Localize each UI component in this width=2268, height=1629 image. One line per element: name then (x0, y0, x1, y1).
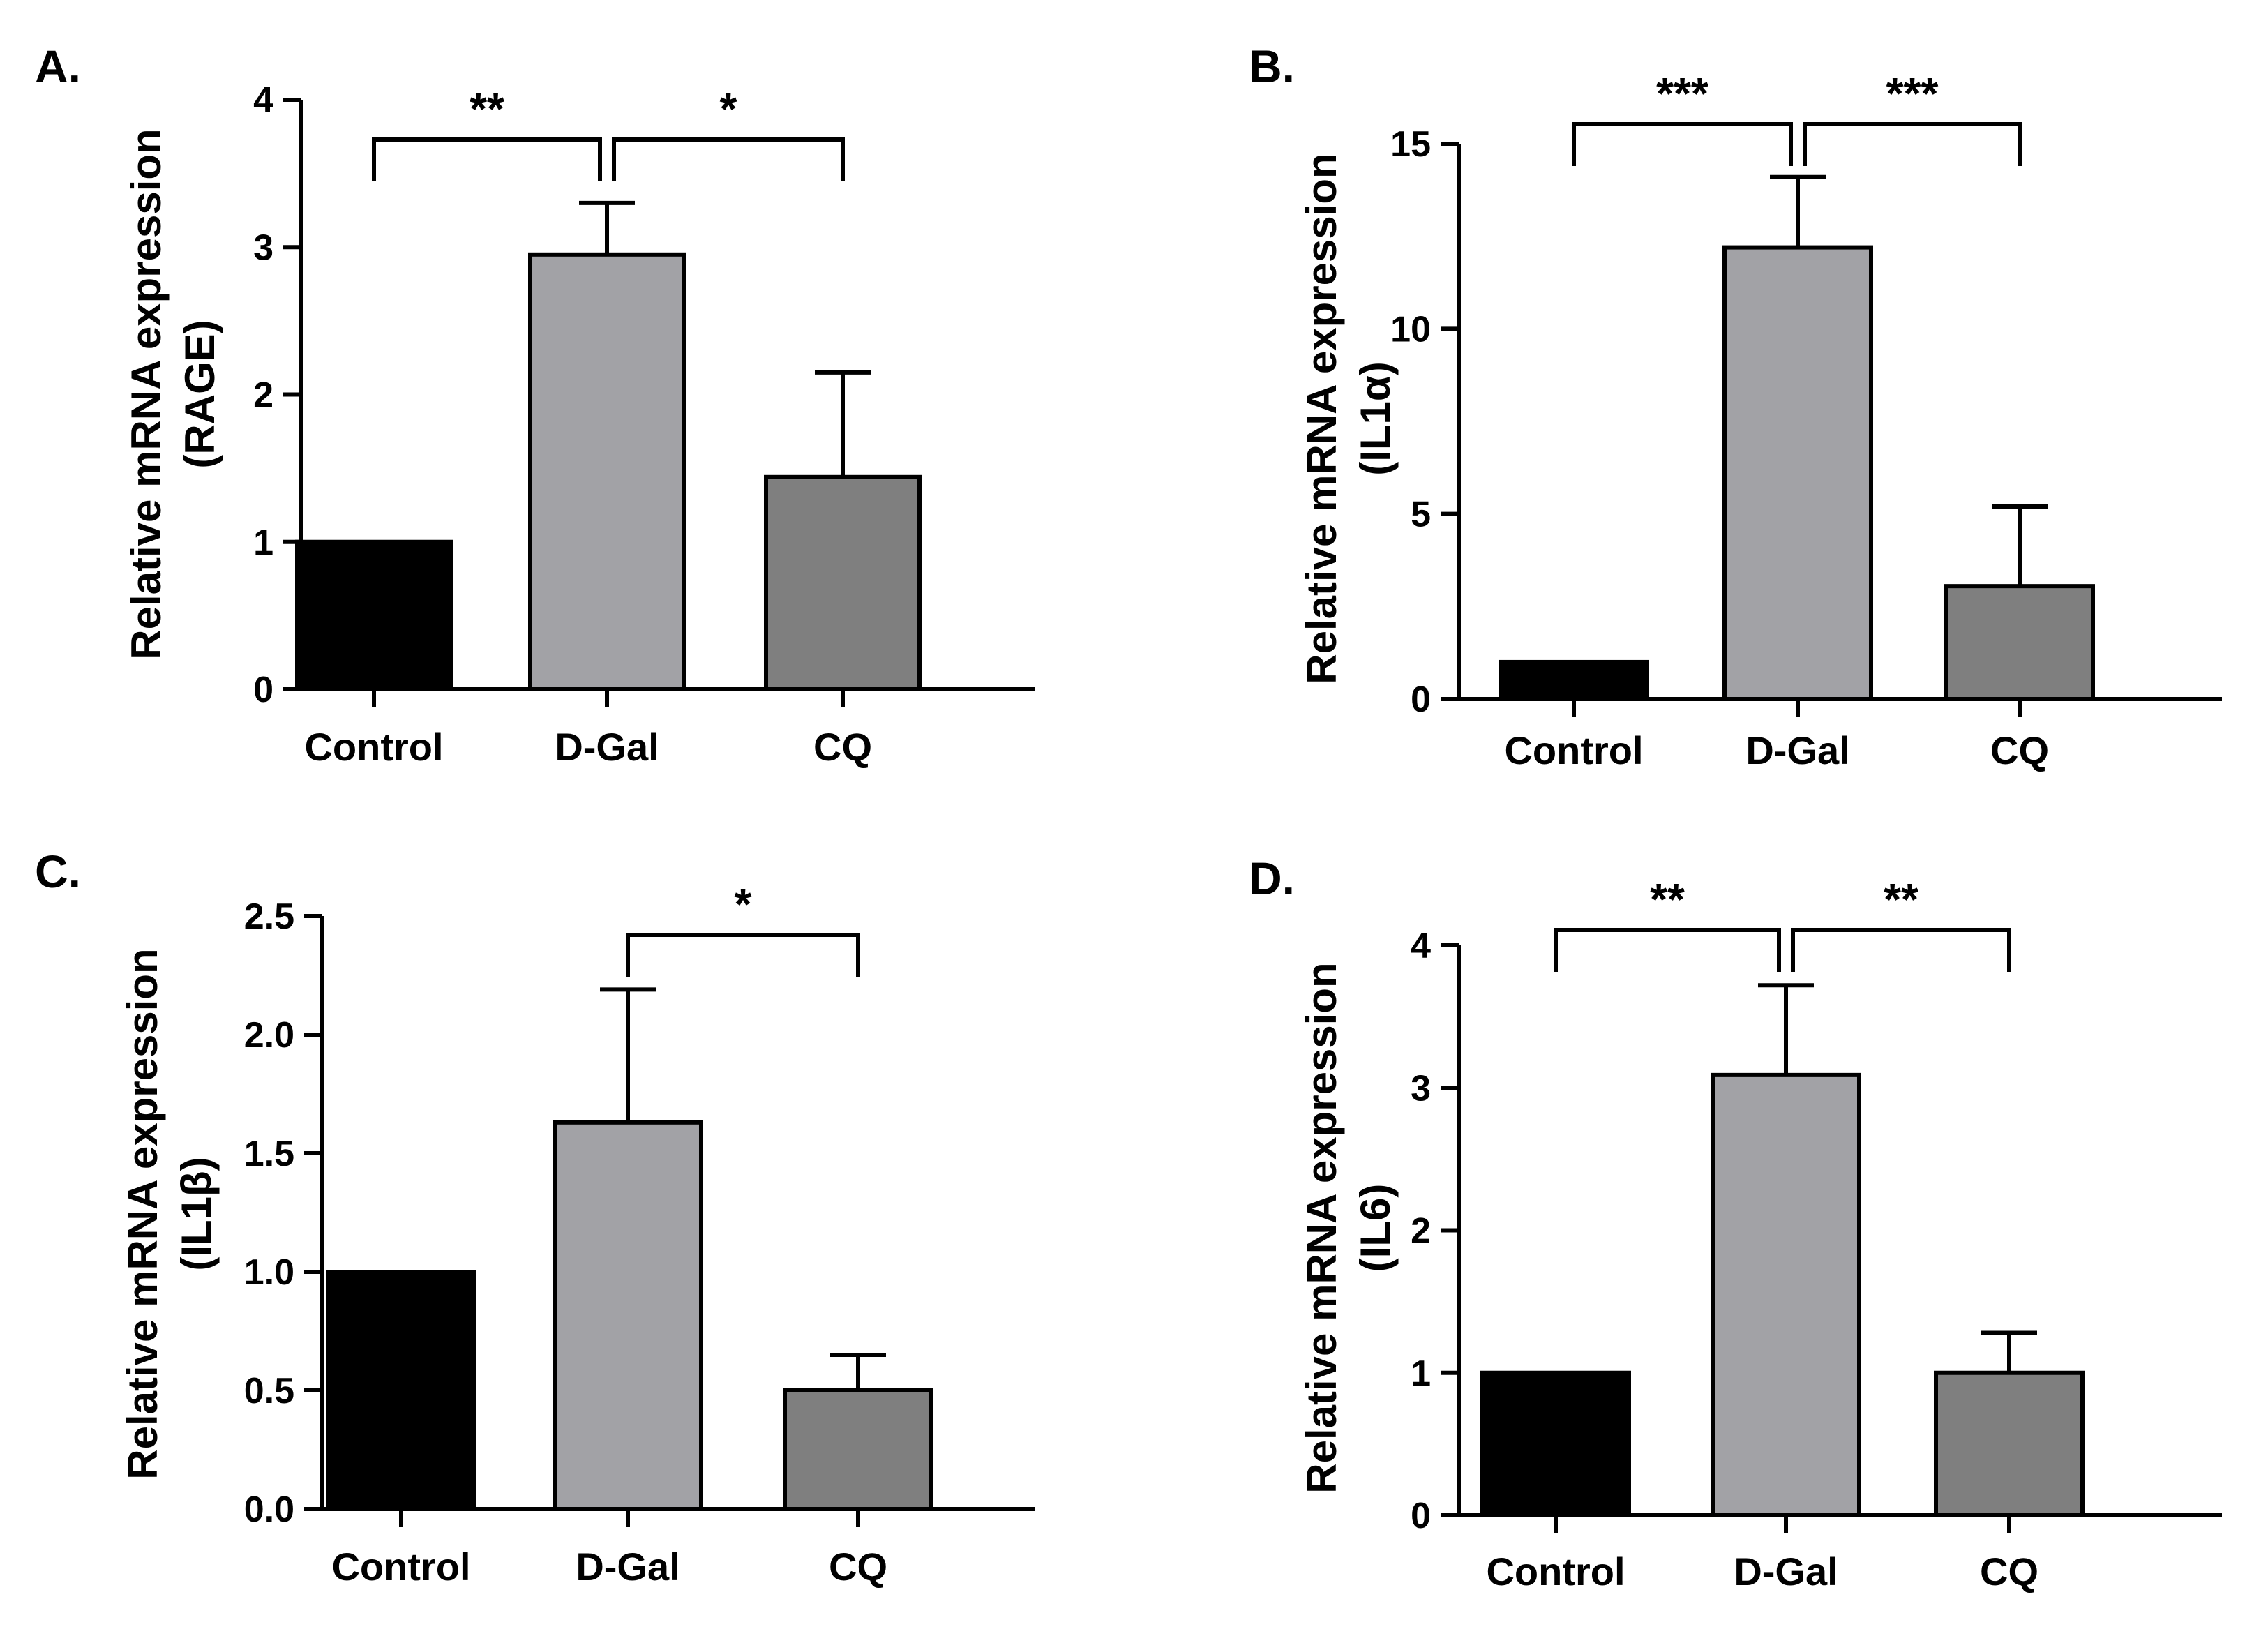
panel-label: B. (1249, 40, 1295, 92)
significance-bracket (372, 137, 602, 181)
x-category-label: D-Gal (1745, 728, 1849, 772)
panel-label: C. (35, 846, 81, 897)
y-tick-label: 15 (1390, 124, 1431, 165)
y-tick-label: 1.0 (244, 1252, 294, 1293)
panel-3: C. Relative mRNA expression (IL1β) 0.0 0.5 1.… (35, 846, 1035, 1589)
x-category-label: D-Gal (555, 725, 659, 769)
y-tick-label: 2.5 (244, 896, 294, 937)
x-category-label: CQ (1980, 1549, 2038, 1593)
bar-cq (783, 1388, 933, 1511)
significance-bracket (626, 933, 860, 977)
y-axis-title: Relative mRNA expression (1298, 962, 1345, 1493)
bar-cq (764, 474, 922, 691)
x-category-label: Control (1504, 728, 1643, 772)
y-tick-label: 3 (253, 227, 273, 268)
bar-d-gal (1711, 1072, 1861, 1518)
significance-bracket (1791, 928, 2011, 972)
bar-d-gal (1722, 245, 1873, 701)
significance-label: ** (1884, 874, 1918, 924)
y-axis-gene-label: (IL1β) (173, 1157, 220, 1270)
panel-label: A. (35, 40, 81, 92)
significance-bracket (1572, 122, 1793, 166)
bar-control (295, 539, 453, 691)
y-tick-label: 2 (253, 375, 273, 416)
y-tick-label: 1 (253, 523, 273, 563)
significance-label: *** (1656, 68, 1708, 119)
y-tick-label: 5 (1411, 495, 1431, 535)
y-axis-title: Relative mRNA expression (119, 948, 166, 1479)
y-tick-label: 10 (1390, 309, 1431, 350)
panel-1: A. Relative mRNA expression (RAGE) 0 1 2 3 4 Con… (35, 40, 1035, 769)
significance-bracket (1554, 928, 1781, 972)
significance-label: ** (470, 84, 504, 134)
y-tick-label: 1.5 (244, 1134, 294, 1174)
y-tick-label: 0.0 (244, 1489, 294, 1530)
y-tick-label: 0 (1411, 1496, 1431, 1536)
y-axis-title: Relative mRNA expression (1298, 153, 1345, 684)
x-category-label: CQ (813, 725, 872, 769)
panel-2: B. Relative mRNA expression (IL1α) 0 5 10 15 Co… (1249, 40, 2222, 772)
y-axis-gene-label: (IL1α) (1352, 361, 1399, 476)
y-tick-label: 0 (1411, 680, 1431, 720)
y-tick-label: 2.0 (244, 1015, 294, 1056)
x-category-label: Control (331, 1545, 470, 1589)
significance-label: ** (1650, 874, 1685, 924)
x-category-label: Control (1486, 1549, 1625, 1593)
x-category-label: Control (304, 725, 443, 769)
panel-label: D. (1249, 853, 1295, 904)
bar-d-gal (528, 252, 686, 691)
y-tick-label: 4 (1411, 926, 1431, 966)
y-tick-label: 1 (1411, 1353, 1431, 1394)
bar-cq (1944, 584, 2095, 701)
y-tick-label: 3 (1411, 1068, 1431, 1109)
significance-label: * (720, 84, 737, 134)
y-tick-label: 2 (1411, 1211, 1431, 1252)
x-category-label: D-Gal (576, 1545, 679, 1589)
bar-control (326, 1270, 476, 1511)
bar-d-gal (553, 1120, 703, 1512)
y-tick-label: 0 (253, 670, 273, 710)
y-axis-title: Relative mRNA expression (123, 128, 170, 659)
y-tick-label: 0.5 (244, 1371, 294, 1411)
x-category-label: D-Gal (1734, 1549, 1838, 1593)
panel-4: D. Relative mRNA expression (IL6) 0 1 2 3 4 Cont… (1249, 853, 2222, 1593)
bar-control (1499, 659, 1649, 702)
bar-control (1480, 1370, 1631, 1517)
x-category-label: CQ (829, 1545, 887, 1589)
significance-bracket (1803, 122, 2022, 166)
y-tick-label: 4 (253, 80, 273, 121)
y-axis-gene-label: (RAGE) (177, 320, 223, 468)
x-category-label: CQ (1990, 728, 2049, 772)
significance-label: * (735, 879, 752, 929)
bar-cq (1934, 1370, 2085, 1517)
significance-label: *** (1886, 68, 1939, 119)
y-axis-gene-label: (IL6) (1352, 1184, 1399, 1273)
significance-bracket (612, 137, 845, 181)
